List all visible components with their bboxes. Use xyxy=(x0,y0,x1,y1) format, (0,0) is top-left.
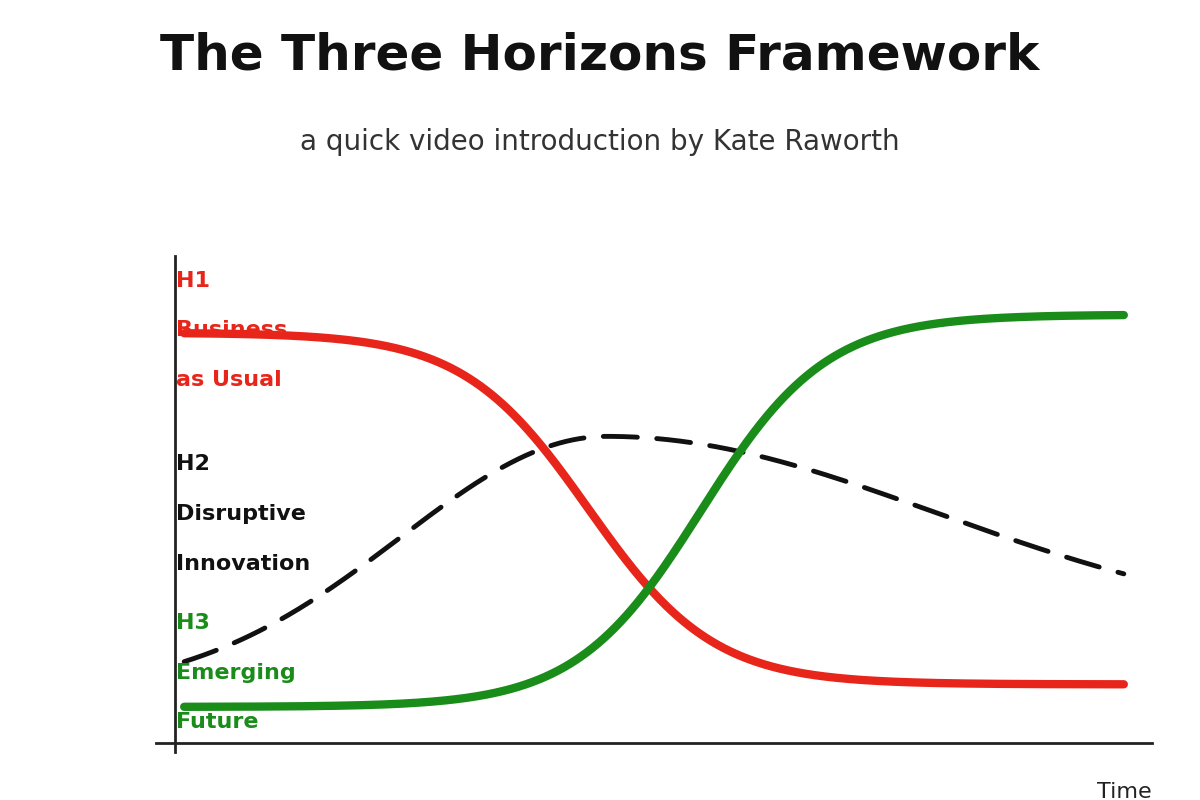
Text: H2: H2 xyxy=(176,454,210,474)
Text: Innovation: Innovation xyxy=(176,554,310,574)
Text: as Usual: as Usual xyxy=(176,370,282,390)
Text: Future: Future xyxy=(176,712,258,732)
Text: Business: Business xyxy=(176,321,287,341)
Text: H1: H1 xyxy=(176,271,210,291)
Text: Emerging: Emerging xyxy=(176,662,295,682)
Text: Disruptive: Disruptive xyxy=(176,504,306,524)
Text: The Three Horizons Framework: The Three Horizons Framework xyxy=(161,32,1039,80)
Text: Time: Time xyxy=(1097,782,1152,800)
Text: H3: H3 xyxy=(176,613,210,633)
Text: a quick video introduction by Kate Raworth: a quick video introduction by Kate Rawor… xyxy=(300,128,900,156)
